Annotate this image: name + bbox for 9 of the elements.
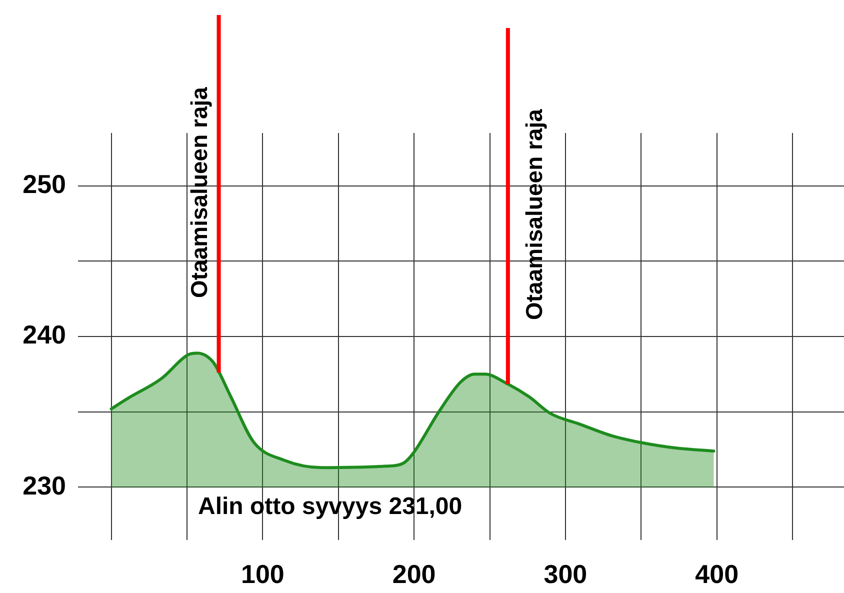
x-tick-label: 300 xyxy=(544,558,588,589)
x-tick-label: 400 xyxy=(695,558,739,589)
ref-line-label: Otaamisalueen raja xyxy=(520,108,547,320)
ref-line-label: Otaamisalueen raja xyxy=(186,86,212,298)
y-tick-label: 230 xyxy=(22,470,66,500)
y-tick-label: 250 xyxy=(22,168,66,199)
y-tick-label: 240 xyxy=(22,320,66,350)
x-tick-label: 200 xyxy=(392,558,436,589)
x-tick-label: 100 xyxy=(240,558,284,589)
